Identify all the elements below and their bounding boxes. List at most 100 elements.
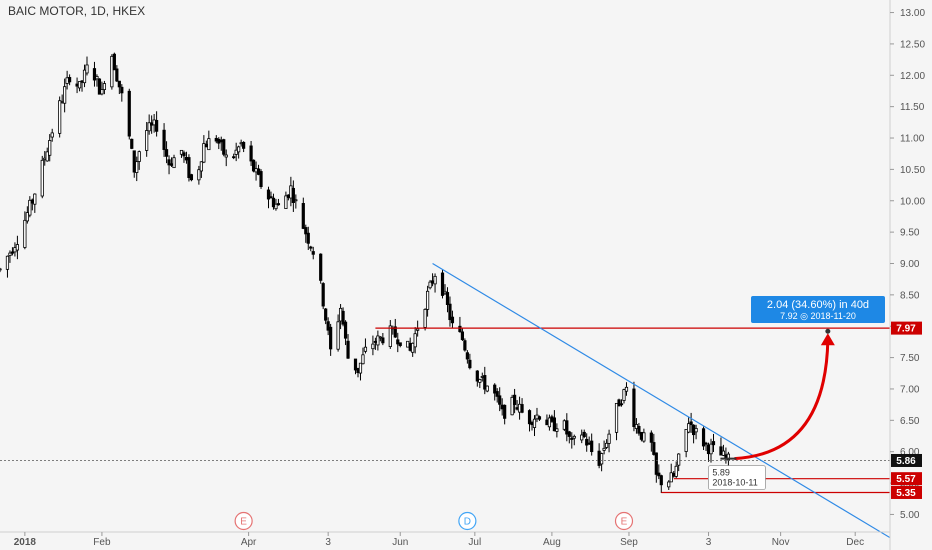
candle-body — [649, 432, 653, 443]
x-tick-label: Jun — [392, 537, 408, 548]
candle-body — [510, 396, 514, 416]
candle-body — [458, 325, 462, 333]
candle-body — [189, 174, 194, 181]
candle-body — [632, 388, 636, 427]
candle-body — [413, 333, 417, 348]
time-axis[interactable]: 2018 Feb Apr 3 Jun Jul Aug Sep 3 Nov Dec — [14, 532, 864, 548]
y-tick-label: 12.00 — [900, 71, 925, 82]
candle-body — [80, 80, 84, 83]
event-badge — [614, 511, 634, 531]
candle-body — [239, 142, 243, 145]
candle-body — [294, 199, 298, 202]
candle-body — [480, 376, 484, 378]
candle-body — [363, 346, 368, 352]
candle-body — [411, 342, 415, 353]
callout-summary: 2.04 (34.60%) in 40d — [767, 299, 869, 311]
candle-body — [463, 340, 467, 351]
y-tick-label: 9.00 — [900, 259, 920, 270]
candle-body — [721, 450, 726, 456]
candle-body — [289, 185, 293, 199]
candle-body — [674, 465, 678, 477]
candle-body — [321, 283, 325, 307]
price-axis[interactable]: 5.005.506.006.507.007.508.008.509.009.50… — [890, 8, 925, 521]
candle-body — [256, 168, 261, 175]
x-tick-label: Feb — [93, 537, 111, 548]
candle-body — [652, 442, 656, 455]
candle-body — [0, 268, 2, 271]
candle-body — [634, 424, 639, 429]
candle-body — [416, 328, 420, 331]
candle-body — [684, 428, 688, 452]
candle-body — [8, 252, 12, 256]
x-tick-label: Jul — [468, 537, 481, 548]
x-tick-label: 3 — [706, 537, 712, 548]
event-badge-label: E — [621, 517, 628, 528]
candle-body — [535, 414, 539, 420]
candle-body — [465, 352, 469, 360]
y-tick-label: 6.00 — [900, 447, 920, 458]
y-tick-label: 8.50 — [900, 290, 920, 301]
candle-body — [669, 472, 673, 483]
candle-body — [276, 203, 281, 206]
candle-body — [443, 290, 447, 294]
candle-body — [398, 342, 402, 346]
candle-body — [445, 292, 450, 305]
candle-body — [448, 303, 452, 321]
candle-body — [102, 83, 107, 90]
candle-body — [687, 423, 691, 433]
candle-body — [309, 246, 313, 249]
trendline — [432, 262, 891, 539]
candle-body — [214, 137, 218, 142]
projection-arrow — [734, 339, 830, 461]
candle-body — [428, 281, 432, 289]
y-tick-label: 13.00 — [900, 8, 925, 19]
candle-body — [43, 157, 47, 160]
candle-body — [614, 402, 619, 433]
candle-body — [361, 354, 365, 365]
candle-body — [259, 171, 263, 187]
candle-body — [701, 428, 706, 447]
callout-box — [751, 296, 885, 323]
candle-body — [234, 149, 238, 155]
candle-body — [85, 64, 89, 74]
candle-body — [197, 169, 201, 181]
candles-layer — [0, 52, 731, 494]
last-price-tag-box — [891, 453, 922, 467]
candle-body — [23, 219, 27, 248]
candle-body — [430, 280, 435, 284]
candle-body — [324, 308, 328, 321]
start-tooltip-date: 2018-10-11 — [712, 478, 757, 488]
candle-body — [667, 481, 671, 488]
candle-body — [619, 403, 624, 406]
candle-body — [291, 187, 295, 203]
candle-body — [172, 157, 176, 169]
candle-body — [547, 417, 552, 428]
candle-body — [711, 441, 716, 446]
event-badge — [234, 511, 253, 531]
candle-body — [92, 68, 97, 81]
candle-body — [48, 140, 52, 156]
event-badge-label: D — [464, 517, 471, 528]
candle-body — [597, 450, 601, 466]
candle-body — [137, 151, 141, 162]
candle-body — [97, 78, 102, 95]
candle-body — [25, 212, 29, 222]
candle-body — [408, 342, 412, 351]
candle-body — [254, 168, 258, 173]
candle-body — [517, 403, 522, 413]
candle-body — [515, 407, 519, 410]
y-tick-label: 11.50 — [900, 102, 925, 113]
candle-body — [306, 232, 310, 244]
candle-body — [269, 196, 273, 199]
candle-body — [388, 325, 392, 347]
candle-body — [219, 139, 223, 143]
candle-body — [77, 81, 82, 89]
candle-body — [726, 453, 731, 461]
candle-body — [545, 419, 549, 426]
candle-body — [692, 424, 696, 436]
candle-body — [249, 145, 253, 162]
candle-body — [217, 138, 221, 144]
candle-body — [130, 138, 134, 149]
